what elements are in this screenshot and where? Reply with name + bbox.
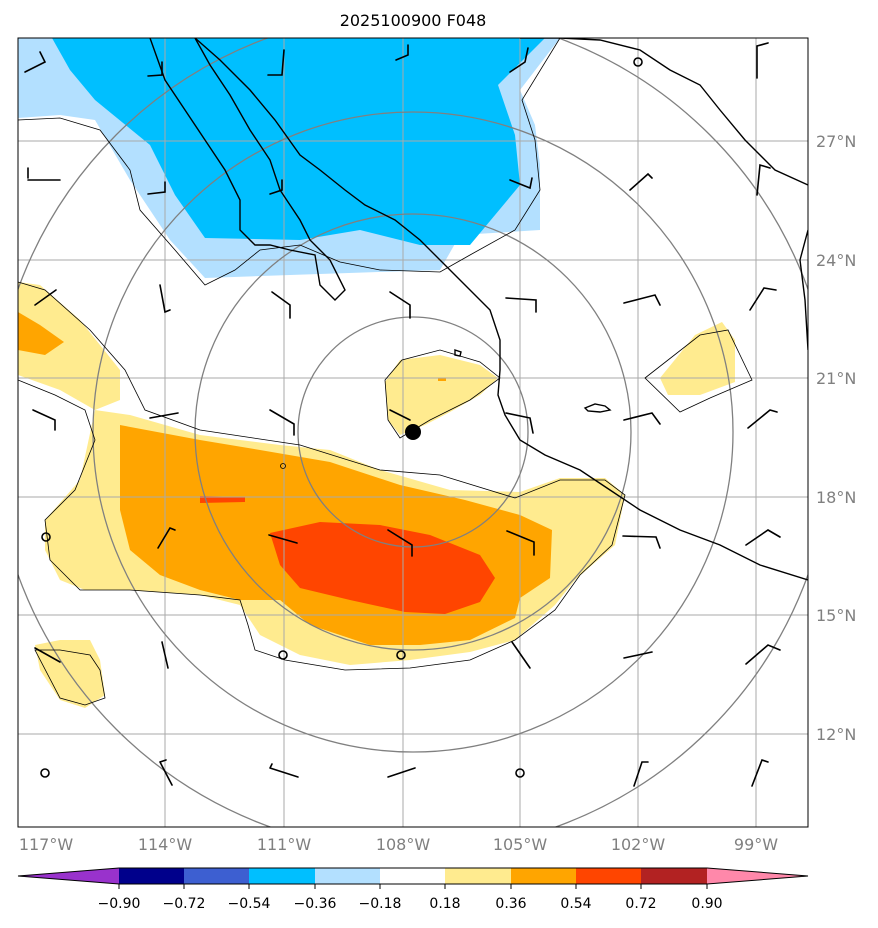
colorbar-tick-label: 0.72: [625, 896, 656, 912]
colorbar-segment: [641, 868, 707, 884]
lat-label: 24°N: [816, 251, 856, 270]
range-rings: [18, 38, 808, 827]
positive-strong-small-area: [200, 496, 245, 503]
lon-label: 108°W: [376, 835, 431, 854]
colorbar-tick-label: 0.90: [691, 896, 722, 912]
lat-label: 15°N: [816, 606, 856, 625]
colorbar-segment: [315, 868, 380, 884]
colorbar-tick-label: 0.36: [495, 896, 526, 912]
colorbar-ticks: [118, 884, 708, 889]
coastlines: [149, 38, 808, 581]
colorbar-segment: [576, 868, 641, 884]
longitude-labels: 117°W 114°W 111°W 108°W 105°W 102°W 99°W: [19, 835, 778, 854]
colorbar-segment: [119, 868, 184, 884]
colorbar-tick-label: −0.54: [228, 896, 271, 912]
lat-label: 27°N: [816, 132, 856, 151]
plot-title: 2025100900 F048: [340, 11, 487, 30]
colorbar-segment: [445, 868, 511, 884]
graticule: [18, 38, 808, 827]
colorbar-under-extension: [18, 868, 119, 884]
positive-mid-storm-spot: [438, 378, 446, 381]
lon-label: 111°W: [257, 835, 312, 854]
map-panel: [18, 38, 808, 827]
latitude-labels: 27°N 24°N 21°N 18°N 15°N 12°N: [816, 132, 856, 744]
wind-barbs: [24, 42, 781, 787]
colorbar-tick-label: −0.72: [163, 896, 206, 912]
lat-label: 21°N: [816, 369, 856, 388]
colorbar-tick-label: 0.18: [429, 896, 460, 912]
lat-label: 18°N: [816, 488, 856, 507]
positive-weak-storm-area: [385, 355, 498, 435]
positive-weak-east-area: [660, 322, 735, 395]
lon-label: 114°W: [138, 835, 193, 854]
colorbar-segment: [249, 868, 315, 884]
colorbar-segment: [511, 868, 576, 884]
colorbar-segment: [184, 868, 249, 884]
storm-center-marker: [405, 424, 421, 440]
colorbar-tick-label: −0.90: [98, 896, 141, 912]
lon-label: 105°W: [493, 835, 548, 854]
lon-label: 99°W: [734, 835, 778, 854]
colorbar-segment: [380, 868, 445, 884]
colorbar-tick-label: −0.18: [359, 896, 402, 912]
lon-label: 117°W: [19, 835, 74, 854]
colorbar-tick-label: −0.36: [294, 896, 337, 912]
colorbar-over-extension: [707, 868, 808, 884]
colorbar: −0.90 −0.72 −0.54 −0.36 −0.18 0.18 0.36 …: [17, 867, 809, 912]
lat-label: 12°N: [816, 725, 856, 744]
lon-label: 102°W: [611, 835, 666, 854]
positive-mid-west-edge-area: [18, 312, 64, 355]
positive-strong-main-area: [270, 522, 495, 614]
colorbar-tick-label: 0.54: [560, 896, 591, 912]
map-frame: [17, 37, 809, 828]
